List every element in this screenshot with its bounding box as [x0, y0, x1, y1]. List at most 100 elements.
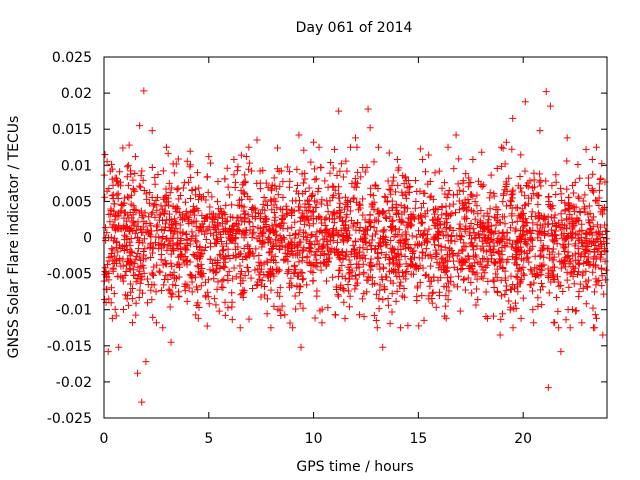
data-point	[150, 263, 158, 271]
data-point	[520, 271, 528, 279]
data-point	[545, 289, 553, 297]
data-point	[204, 188, 212, 196]
data-point	[230, 156, 238, 164]
data-point	[203, 214, 211, 222]
data-point	[309, 220, 317, 228]
data-point	[222, 227, 230, 235]
data-point	[408, 232, 416, 240]
data-point	[245, 315, 253, 323]
data-point	[282, 202, 290, 210]
data-point	[253, 282, 261, 290]
data-point	[585, 181, 593, 189]
data-point	[205, 300, 213, 308]
data-point	[587, 225, 595, 233]
data-point	[360, 251, 368, 259]
data-point	[119, 277, 127, 285]
data-point	[521, 236, 529, 244]
data-point	[527, 229, 535, 237]
data-point	[109, 181, 117, 189]
data-point	[281, 243, 289, 251]
data-point	[366, 211, 374, 219]
data-point	[159, 324, 167, 332]
data-point	[157, 250, 165, 258]
data-point	[419, 231, 427, 239]
data-point	[358, 236, 366, 244]
data-point	[430, 221, 438, 229]
data-point	[343, 167, 351, 175]
data-point	[158, 286, 166, 294]
y-tick-label: -0.005	[47, 267, 92, 283]
data-point	[469, 156, 477, 164]
data-point	[540, 253, 548, 261]
data-point	[140, 187, 148, 195]
data-point	[120, 246, 128, 254]
data-point	[454, 266, 462, 274]
data-point	[161, 207, 169, 215]
data-point	[304, 196, 312, 204]
data-point	[128, 285, 136, 293]
data-point	[246, 195, 254, 203]
data-point	[424, 230, 432, 238]
data-point	[456, 307, 464, 315]
data-point	[581, 249, 589, 257]
data-point	[438, 203, 446, 211]
data-point	[253, 136, 261, 144]
data-point	[186, 147, 194, 155]
data-point	[530, 169, 538, 177]
data-point	[443, 283, 451, 291]
data-point	[110, 200, 118, 208]
data-point	[315, 143, 323, 151]
data-point	[331, 186, 339, 194]
data-point	[524, 253, 532, 261]
data-point	[208, 210, 216, 218]
data-point	[541, 227, 549, 235]
data-point	[409, 249, 417, 257]
data-point	[135, 182, 143, 190]
data-point	[182, 257, 190, 265]
data-point	[234, 243, 242, 251]
data-point	[507, 224, 515, 232]
data-point	[316, 252, 324, 260]
data-point	[494, 248, 502, 256]
data-point	[203, 213, 211, 221]
data-point	[138, 273, 146, 281]
data-point	[136, 279, 144, 287]
data-point	[160, 226, 168, 234]
data-point	[239, 293, 247, 301]
data-point	[153, 223, 161, 231]
data-point	[449, 227, 457, 235]
x-tick-label: 15	[409, 431, 427, 447]
data-point	[323, 255, 331, 263]
data-point	[356, 244, 364, 252]
data-point	[344, 202, 352, 210]
data-point	[283, 269, 291, 277]
data-point	[129, 185, 137, 193]
data-point	[498, 162, 506, 170]
data-point	[122, 268, 130, 276]
y-axis-ticks: -0.025 -0.02 -0.015 -0.01 -0.005 0 0.005 0.01 0.…	[47, 50, 607, 427]
data-point	[569, 203, 577, 211]
data-point	[338, 272, 346, 280]
data-point	[130, 220, 138, 228]
data-point	[360, 313, 368, 321]
data-point	[326, 236, 334, 244]
data-point	[517, 233, 525, 241]
data-point	[119, 144, 127, 152]
data-point	[434, 214, 442, 222]
data-point	[173, 261, 181, 269]
data-point	[523, 241, 531, 249]
data-point	[460, 242, 468, 250]
data-point	[419, 199, 427, 207]
data-point	[355, 311, 363, 319]
data-point	[443, 264, 451, 272]
data-point	[257, 293, 265, 301]
data-point	[355, 206, 363, 214]
data-point	[574, 235, 582, 243]
data-point	[257, 281, 265, 289]
data-point	[529, 306, 537, 314]
y-axis-label: GNSS Solar Flare indicator / TECUs	[6, 116, 22, 359]
data-point	[484, 218, 492, 226]
data-point	[187, 174, 195, 182]
data-point	[589, 255, 597, 263]
data-point	[316, 307, 324, 315]
